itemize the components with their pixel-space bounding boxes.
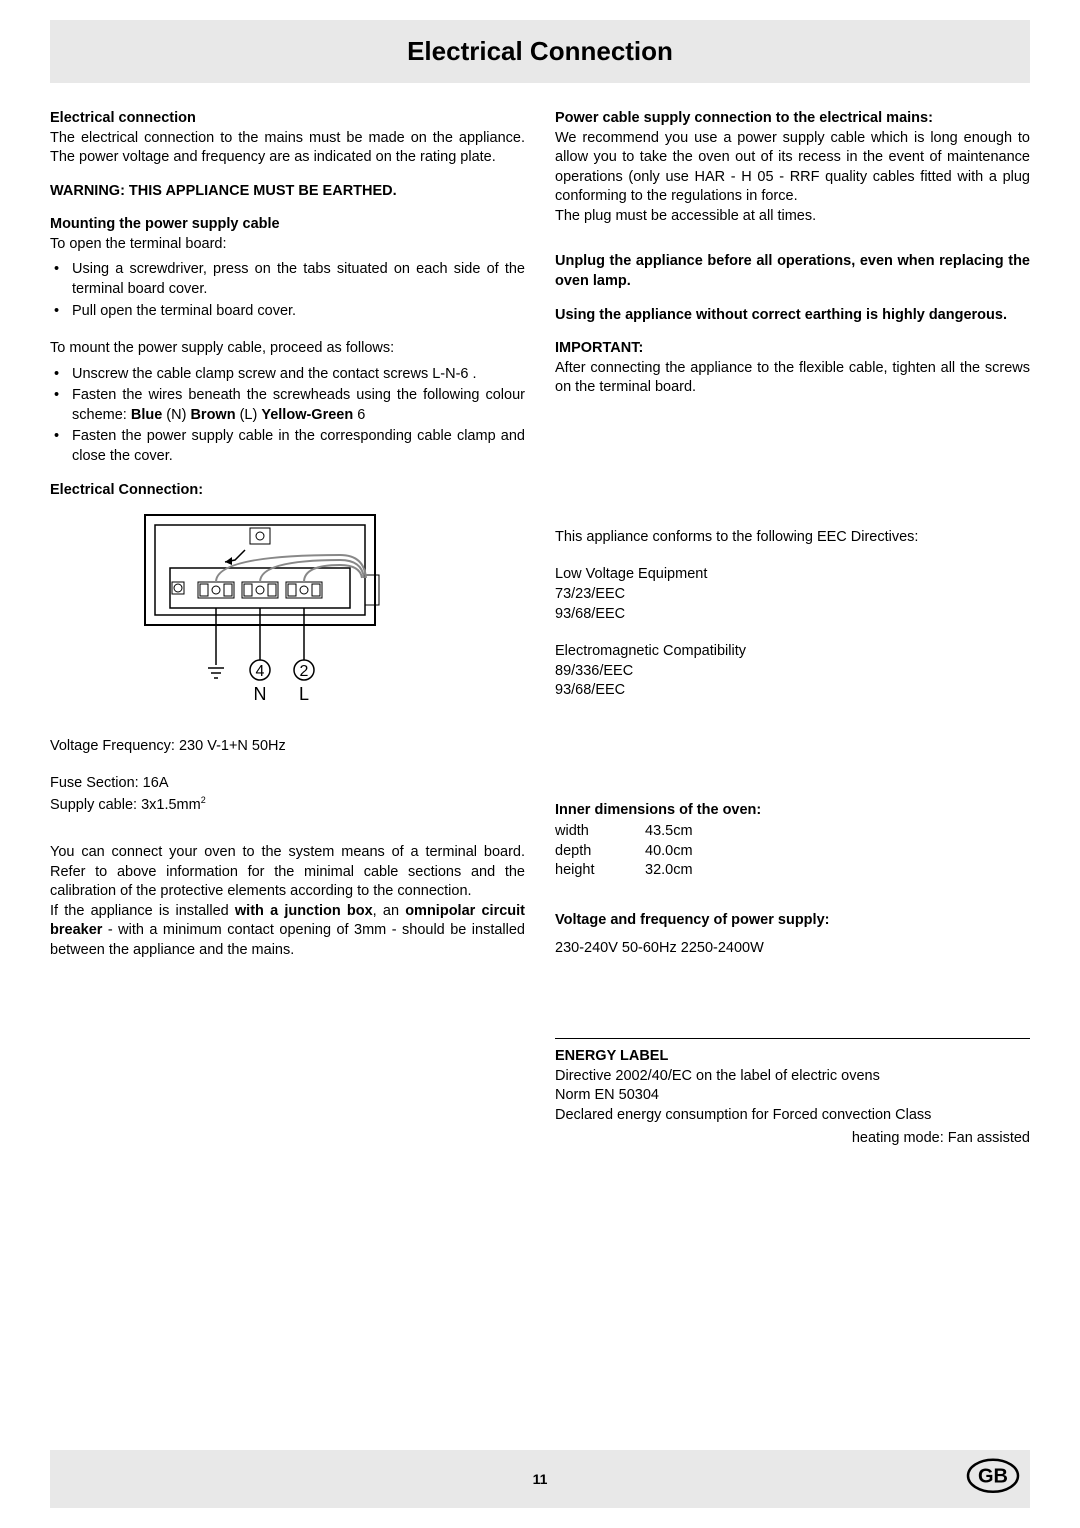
eec-low-voltage: Low Voltage Equipment <box>555 565 1030 585</box>
text: (N) <box>162 407 190 423</box>
dimensions-table: width43.5cm depth40.0cm height32.0cm <box>555 822 1030 881</box>
para-mount-proceed: To mount the power supply cable, proceed… <box>50 339 525 359</box>
eec-intro: This appliance conforms to the following… <box>555 528 1030 548</box>
text: , an <box>373 903 406 919</box>
list-item: Fasten the power supply cable in the cor… <box>72 427 525 466</box>
heading-mounting: Mounting the power supply cable <box>50 215 525 235</box>
energy-declared: Declared energy consumption for Forced c… <box>555 1106 1030 1126</box>
para-tighten-screws: After connecting the appliance to the fl… <box>555 359 1030 398</box>
heading-energy-label: ENERGY LABEL <box>555 1047 1030 1067</box>
text-bold: Brown <box>190 407 235 423</box>
mount-cable-steps: Unscrew the cable clamp screw and the co… <box>50 365 525 467</box>
page-number: 11 <box>50 1470 1030 1489</box>
eec-emc-2: 93/68/EEC <box>555 681 1030 701</box>
heading-voltage-frequency: Voltage and frequency of power supply: <box>555 911 1030 931</box>
eec-lv-1: 73/23/EEC <box>555 585 1030 605</box>
energy-directive: Directive 2002/40/EC on the label of ele… <box>555 1067 1030 1087</box>
dim-label: depth <box>555 842 645 862</box>
country-badge: GB <box>966 1458 1020 1501</box>
text: If the appliance is installed <box>50 903 235 919</box>
heading-power-cable: Power cable supply connection to the ele… <box>555 109 1030 129</box>
svg-text:N: N <box>254 684 267 704</box>
warning-earthing: Using the appliance without correct eart… <box>555 306 1030 326</box>
terminal-svg: 4 2 N L <box>140 510 390 710</box>
text-bold: Yellow-Green <box>261 407 353 423</box>
para-mains: The electrical connection to the mains m… <box>50 129 525 168</box>
svg-text:GB: GB <box>978 1466 1008 1488</box>
text: 6 <box>353 407 365 423</box>
list-item: Unscrew the cable clamp screw and the co… <box>72 365 525 385</box>
page-footer: 11 GB <box>50 1450 1030 1508</box>
energy-norm: Norm EN 50304 <box>555 1086 1030 1106</box>
fuse-section: Fuse Section: 16A <box>50 774 525 794</box>
table-row: depth40.0cm <box>555 842 1030 862</box>
dim-label: height <box>555 861 645 881</box>
list-item: Using a screwdriver, press on the tabs s… <box>72 260 525 299</box>
dim-label: width <box>555 822 645 842</box>
left-column: Electrical connection The electrical con… <box>50 107 525 1149</box>
para-recommend-cable: We recommend you use a power supply cabl… <box>555 129 1030 207</box>
text-bold: Blue <box>131 407 162 423</box>
eec-lv-2: 93/68/EEC <box>555 605 1030 625</box>
page-title: Electrical Connection <box>50 34 1030 69</box>
text: You can connect your oven to the system … <box>50 844 525 899</box>
electrical-specs: Voltage Frequency: 230 V-1+N 50Hz Fuse S… <box>50 737 525 816</box>
svg-text:4: 4 <box>256 663 265 680</box>
text-bold: with a junction box <box>235 903 373 919</box>
open-board-steps: Using a screwdriver, press on the tabs s… <box>50 260 525 321</box>
table-row: height32.0cm <box>555 861 1030 881</box>
content-columns: Electrical connection The electrical con… <box>50 107 1030 1149</box>
svg-text:2: 2 <box>300 663 309 680</box>
warning-earthed: WARNING: THIS APPLIANCE MUST BE EARTHED. <box>50 182 525 202</box>
voltage-frequency-value: 230-240V 50-60Hz 2250-2400W <box>555 939 1030 959</box>
dim-value: 43.5cm <box>645 822 693 842</box>
text: (L) <box>236 407 262 423</box>
voltage-frequency: Voltage Frequency: 230 V-1+N 50Hz <box>50 737 525 757</box>
heading-inner-dimensions: Inner dimensions of the oven: <box>555 801 1030 821</box>
eec-emc: Electromagnetic Compatibility <box>555 642 1030 662</box>
terminal-diagram: 4 2 N L <box>140 510 525 717</box>
supply-cable: Supply cable: 3x1.5mm2 <box>50 794 525 815</box>
para-junction-box: You can connect your oven to the system … <box>50 843 525 960</box>
eec-emc-1: 89/336/EEC <box>555 662 1030 682</box>
energy-mode: heating mode: Fan assisted <box>555 1129 1030 1149</box>
heading-electrical-connection: Electrical connection <box>50 109 525 129</box>
text: - with a minimum contact opening of 3mm … <box>50 922 525 958</box>
heading-electrical-connection-diagram: Electrical Connection: <box>50 481 525 501</box>
table-row: width43.5cm <box>555 822 1030 842</box>
warning-unplug: Unplug the appliance before all operatio… <box>555 252 1030 291</box>
right-column: Power cable supply connection to the ele… <box>555 107 1030 1149</box>
heading-important: IMPORTANT: <box>555 339 1030 359</box>
list-item: Fasten the wires beneath the screwheads … <box>72 386 525 425</box>
page-header: Electrical Connection <box>50 20 1030 83</box>
dim-value: 40.0cm <box>645 842 693 862</box>
svg-text:L: L <box>299 684 309 704</box>
text: Supply cable: 3x1.5mm <box>50 797 201 813</box>
divider <box>555 1038 1030 1039</box>
superscript: 2 <box>201 795 206 805</box>
dim-value: 32.0cm <box>645 861 693 881</box>
para-open-board: To open the terminal board: <box>50 235 525 255</box>
list-item: Pull open the terminal board cover. <box>72 302 525 322</box>
para-plug-accessible: The plug must be accessible at all times… <box>555 207 1030 227</box>
